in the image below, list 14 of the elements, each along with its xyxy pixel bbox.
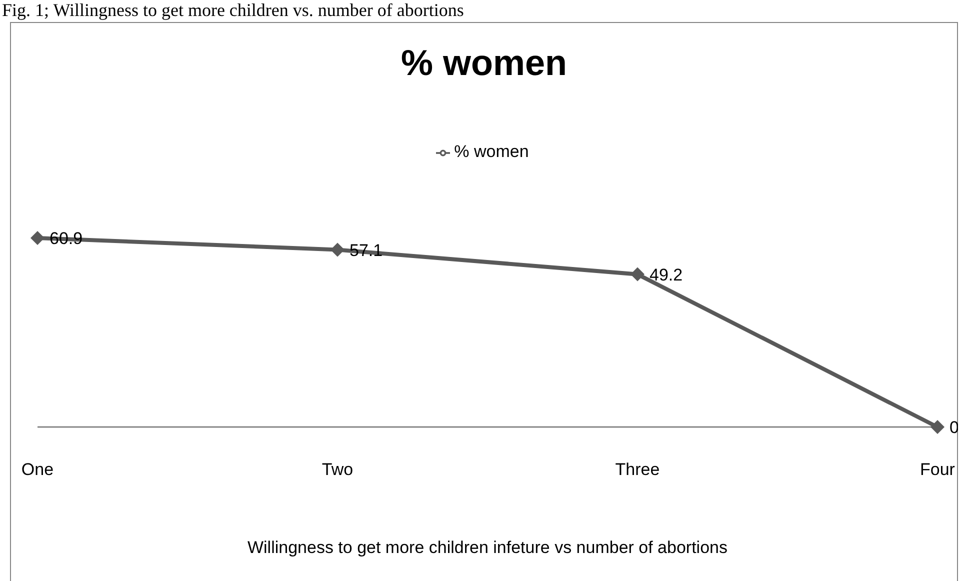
chart-title: % women <box>400 42 568 84</box>
data-label: 49.2 <box>650 265 683 284</box>
data-label: 0 <box>950 418 959 438</box>
x-axis-title: Willingness to get more children infeture vs number of abortions <box>247 538 728 557</box>
caption: Fig. 1; Willingness to get more children vs. number of abortions <box>2 0 464 20</box>
x-tick-label: Two <box>322 460 354 480</box>
x-tick-label: Three <box>615 460 660 480</box>
legend-label: % women <box>454 142 529 161</box>
point <box>930 420 944 434</box>
x-tick-label: One <box>21 460 54 480</box>
point <box>330 242 344 257</box>
x-tick-label: Four <box>920 460 956 480</box>
point <box>630 267 644 282</box>
point <box>30 231 44 245</box>
